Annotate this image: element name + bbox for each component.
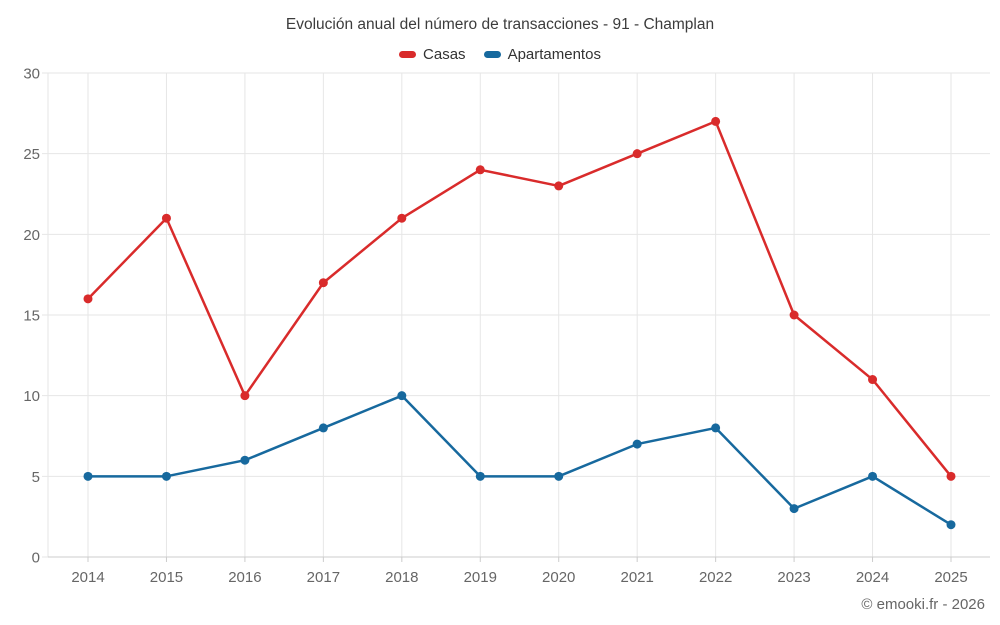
point-apartamentos-2020[interactable]: [554, 471, 564, 481]
point-apartamentos-2022[interactable]: [711, 423, 721, 433]
apartamentos-legend-swatch-icon: [483, 51, 501, 58]
x-tick-label: 2024: [856, 569, 889, 586]
point-casas-2024[interactable]: [868, 375, 878, 385]
x-tick-label: 2015: [150, 569, 183, 586]
legend-item-casas[interactable]: Casas: [399, 46, 466, 63]
legend-item-apartamentos[interactable]: Apartamentos: [483, 46, 601, 63]
point-casas-2023[interactable]: [789, 310, 799, 320]
series-casas-line: [86, 120, 953, 478]
y-tick-label: 0: [32, 550, 40, 567]
x-tick-label: 2023: [777, 569, 810, 586]
point-apartamentos-2024[interactable]: [868, 471, 878, 481]
x-tick-label: 2019: [464, 569, 497, 586]
x-tick-label: 2018: [385, 569, 418, 586]
point-casas-2016[interactable]: [240, 391, 250, 401]
x-tick-label: 2017: [307, 569, 340, 586]
point-apartamentos-2019[interactable]: [475, 471, 485, 481]
point-casas-2017[interactable]: [318, 278, 328, 288]
legend-item-label: Apartamentos: [507, 46, 601, 63]
x-tick-label: 2014: [71, 569, 104, 586]
point-apartamentos-2021[interactable]: [632, 439, 642, 449]
x-tick-label: 2020: [542, 569, 575, 586]
point-apartamentos-2017[interactable]: [318, 423, 328, 433]
point-casas-2021[interactable]: [632, 149, 642, 159]
point-apartamentos-2015[interactable]: [161, 471, 171, 481]
point-casas-2014[interactable]: [83, 294, 93, 304]
point-apartamentos-2016[interactable]: [240, 455, 250, 465]
point-casas-2020[interactable]: [554, 181, 564, 191]
x-tick-label: 2021: [620, 569, 653, 586]
x-tick-label: 2016: [228, 569, 261, 586]
point-casas-2022[interactable]: [711, 116, 721, 126]
point-casas-2025[interactable]: [946, 471, 956, 481]
chart-legend: Casas Apartamentos: [0, 46, 1000, 63]
point-casas-2018[interactable]: [397, 213, 407, 223]
point-apartamentos-2014[interactable]: [83, 471, 93, 481]
x-tick-label: 2025: [934, 569, 967, 586]
x-tick-label: 2022: [699, 569, 732, 586]
point-casas-2015[interactable]: [161, 213, 171, 223]
point-apartamentos-2023[interactable]: [789, 504, 799, 514]
point-apartamentos-2018[interactable]: [397, 391, 407, 401]
y-tick-label: 5: [32, 469, 40, 486]
y-tick-label: 10: [23, 388, 40, 405]
series-apartamentos-line: [86, 394, 953, 526]
y-tick-label: 25: [23, 146, 40, 163]
y-tick-label: 20: [23, 227, 40, 244]
legend-item-label: Casas: [423, 46, 466, 63]
y-tick-label: 30: [23, 66, 40, 83]
watermark: © emooki.fr - 2026: [861, 596, 985, 613]
casas-legend-swatch-icon: [399, 51, 417, 58]
y-tick-label: 15: [23, 308, 40, 325]
point-casas-2019[interactable]: [475, 165, 485, 175]
point-apartamentos-2025[interactable]: [946, 520, 956, 530]
chart-title: Evolución anual del número de transaccio…: [285, 16, 715, 33]
